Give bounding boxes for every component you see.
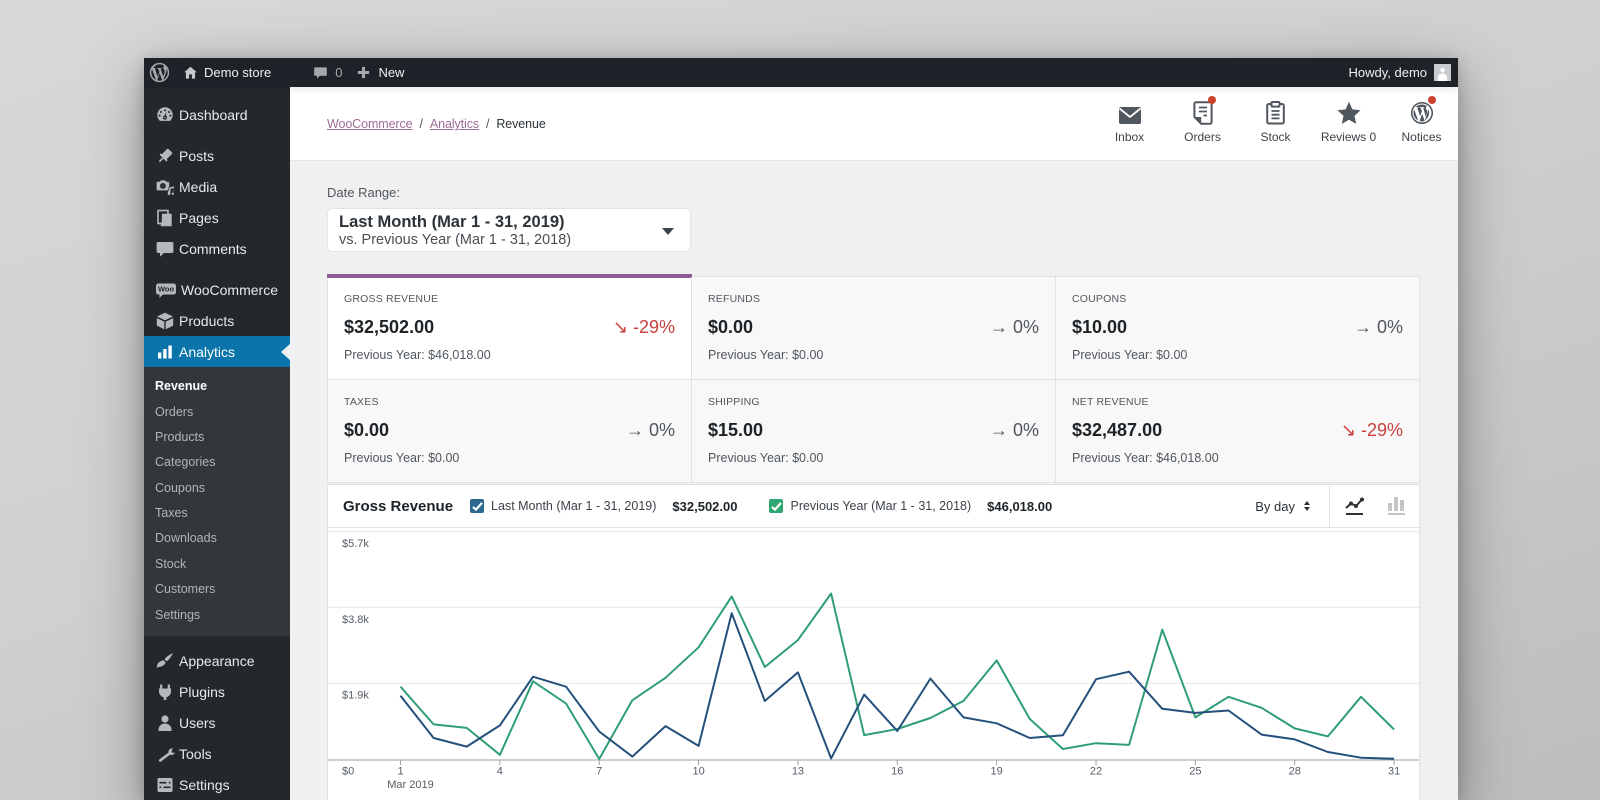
svg-text:$5.7k: $5.7k (342, 538, 369, 550)
svg-text:25: 25 (1189, 766, 1201, 778)
svg-text:13: 13 (792, 766, 804, 778)
svg-text:16: 16 (891, 766, 903, 778)
svg-text:$0: $0 (342, 766, 354, 778)
svg-text:$3.8k: $3.8k (342, 614, 369, 626)
svg-text:22: 22 (1090, 766, 1102, 778)
svg-text:7: 7 (596, 766, 602, 778)
svg-text:4: 4 (497, 766, 503, 778)
svg-text:31: 31 (1388, 766, 1400, 778)
svg-text:19: 19 (991, 766, 1003, 778)
svg-text:Mar 2019: Mar 2019 (387, 779, 433, 791)
svg-text:1: 1 (397, 766, 403, 778)
svg-text:$1.9k: $1.9k (342, 690, 369, 702)
svg-text:28: 28 (1289, 766, 1301, 778)
svg-text:Woo: Woo (158, 284, 175, 293)
svg-text:10: 10 (692, 766, 704, 778)
